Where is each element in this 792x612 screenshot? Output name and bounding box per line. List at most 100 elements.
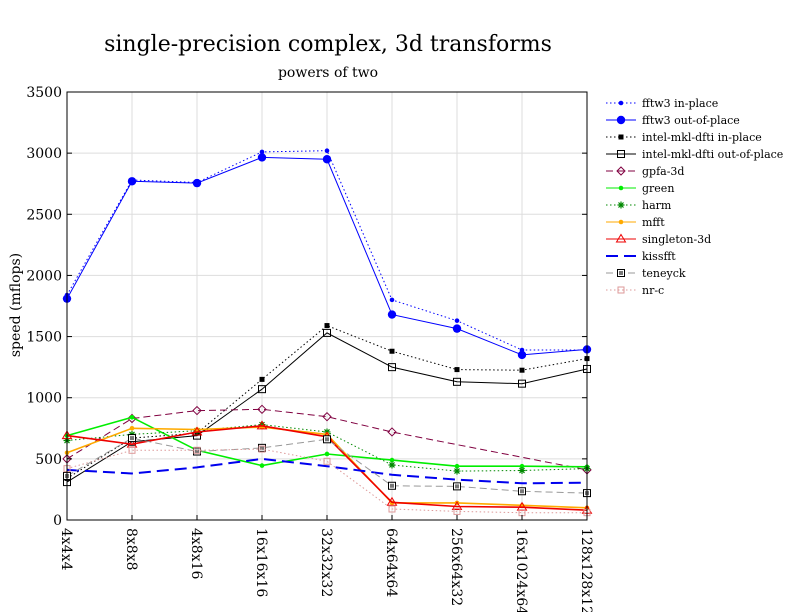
chart-subtitle: powers of two [278, 65, 378, 81]
data-point [323, 457, 331, 465]
x-tick-label: 32x32x32 [318, 528, 334, 597]
data-point [257, 404, 267, 415]
series-layer [61, 148, 593, 517]
legend-item: singleton-3d [606, 233, 711, 246]
legend-label: intel-mkl-dfti in-place [642, 131, 762, 144]
data-point [453, 467, 461, 475]
data-point [193, 446, 201, 454]
data-point-fill [130, 436, 134, 441]
data-point [324, 323, 330, 329]
legend-item: teneyck [606, 267, 686, 280]
data-point [191, 426, 203, 436]
legend: fftw3 in-place fftw3 out-of-place intel-mk… [606, 97, 783, 297]
y-tick-label: 0 [53, 513, 62, 529]
x-tick-label: 4x4x4 [58, 528, 74, 571]
legend-label: intel-mkl-dfti out-of-place [642, 148, 783, 161]
legend-label: kissfft [642, 250, 676, 263]
x-tick-label: 8x8x8 [123, 528, 139, 571]
legend-label: nr-c [642, 284, 664, 297]
data-point [127, 177, 137, 186]
data-point-fill [260, 445, 264, 450]
data-point [386, 496, 398, 506]
data-point [258, 421, 266, 429]
series-line [66, 457, 588, 485]
y-tick-label: 2000 [26, 268, 62, 284]
y-tick-label: 2500 [26, 207, 62, 223]
data-point-fill [325, 437, 329, 442]
chart-title: single-precision complex, 3d transforms [104, 32, 552, 57]
legend-item: nr-c [606, 284, 664, 297]
data-point [617, 150, 625, 158]
legend-item: fftw3 in-place [606, 97, 718, 110]
data-point [387, 427, 397, 437]
data-point [194, 427, 200, 432]
plot-frame [66, 91, 588, 521]
legend-item: intel-mkl-dfti in-place [606, 131, 762, 144]
data-point [454, 318, 460, 323]
series-line [66, 448, 587, 514]
data-point-fill [195, 449, 199, 454]
y-tick-label: 500 [35, 452, 62, 468]
data-point-fill [619, 271, 623, 275]
legend-item: kissfft [606, 250, 676, 263]
data-point [454, 463, 460, 469]
x-tick-label: 64x64x64 [383, 528, 399, 597]
data-point [388, 363, 396, 372]
data-point [388, 461, 396, 469]
data-point [127, 413, 137, 424]
legend-label: singleton-3d [642, 233, 711, 246]
y-tick-label: 1000 [26, 391, 62, 407]
data-point [129, 425, 135, 431]
legend-label: teneyck [642, 267, 686, 280]
data-point [453, 377, 461, 386]
data-point [454, 367, 460, 373]
data-point [129, 414, 135, 420]
data-point [451, 501, 463, 511]
legend-item: harm [606, 199, 672, 212]
data-point [617, 286, 625, 294]
data-point [389, 457, 395, 463]
legend-item: fftw3 out-of-place [606, 114, 740, 127]
data-point-fill [455, 484, 459, 489]
data-point [518, 379, 526, 388]
data-point [387, 310, 397, 319]
data-point [519, 367, 525, 373]
y-axis-label: speed (mflops) [8, 253, 24, 357]
data-point-fill [520, 489, 524, 494]
legend-label: fftw3 out-of-place [642, 114, 740, 127]
data-point [324, 148, 330, 153]
data-point [518, 466, 526, 474]
legend-item: green [606, 182, 674, 195]
data-point [192, 405, 202, 416]
data-point [258, 385, 266, 394]
y-tick-label: 3000 [26, 146, 62, 162]
data-point [259, 463, 265, 468]
legend-label: mfft [642, 216, 665, 229]
data-point-fill [390, 483, 394, 488]
series-nr-c [63, 445, 591, 517]
data-point [615, 233, 627, 243]
data-point [517, 350, 527, 360]
data-point [256, 420, 268, 430]
data-point [618, 185, 624, 191]
x-tick-label: 16x16x16 [253, 528, 269, 597]
data-point [453, 507, 461, 515]
data-point [259, 149, 265, 155]
data-point [618, 100, 624, 106]
y-tick-label: 1500 [26, 330, 62, 346]
data-point [259, 376, 265, 382]
x-tick-label: 128x128x128 [578, 528, 594, 612]
legend-item: gpfa-3d [606, 165, 684, 178]
data-point [257, 153, 267, 162]
y-tick-label: 3500 [26, 85, 62, 101]
data-point [616, 166, 626, 176]
data-point [258, 445, 266, 453]
legend-label: green [642, 182, 674, 195]
axes: 0 500 1000 1500 2000 2500 3000 3500 4x4x4 8x8x8 4x… [26, 85, 594, 612]
legend-item: intel-mkl-dfti out-of-place [606, 148, 783, 161]
data-point [389, 348, 395, 354]
data-point [324, 451, 330, 457]
x-tick-label: 4x8x16 [188, 528, 204, 580]
x-tick-label: 256x64x32 [448, 528, 464, 606]
